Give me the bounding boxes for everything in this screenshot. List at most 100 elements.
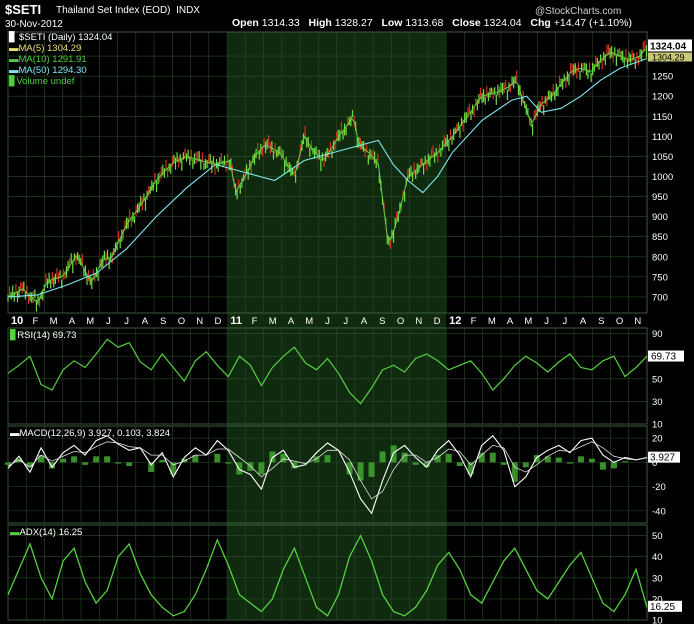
macd-last-value: 3.927 (650, 453, 675, 464)
macd-histogram-bar (621, 461, 628, 463)
macd-line (7, 434, 648, 515)
legend-item-price: ▊ $SETI (Daily) 1324.04 (9, 32, 112, 43)
x-tick-label: A (69, 316, 76, 327)
price-legend: ▊ $SETI (Daily) 1324.04 ▬MA(5) 1304.29 ▬… (9, 32, 112, 87)
x-tick-label: J (325, 316, 330, 327)
macd-histogram-bar (599, 462, 606, 470)
macd-histogram-bar (346, 462, 353, 475)
macd-histogram-bar (170, 462, 177, 475)
macd-histogram-bar (181, 458, 188, 463)
close-value: 1324.04 (483, 17, 522, 29)
x-tick-label: O (616, 316, 623, 327)
macd-y-tick-label: -40 (652, 506, 666, 517)
watermark: @StockCharts.com (535, 6, 622, 17)
macd-histogram-bar (555, 457, 562, 463)
index-name: Thailand Set Index (EOD) INDX (56, 5, 200, 16)
macd-histogram-bar (126, 462, 133, 467)
price-y-tick-label: 1050 (652, 152, 673, 163)
macd-histogram-bar (610, 462, 617, 469)
macd-histogram-bar (313, 456, 320, 463)
price-last-value: 1324.04 (650, 41, 687, 52)
chg-label: Chg (530, 17, 551, 29)
x-tick-label: J (106, 316, 111, 327)
price-y-tick-label: 800 (652, 252, 668, 263)
legend-label: MA(10) 1291.91 (18, 54, 87, 65)
macd-label-text: MACD(12,26,9) 3.927, 0.103, 3.824 (19, 428, 171, 439)
macd-histogram-bar (27, 462, 34, 468)
macd-histogram-bar (412, 462, 419, 465)
macd-histogram-bar (467, 462, 474, 475)
x-tick-label: M (488, 316, 496, 327)
x-tick-label: 12 (449, 315, 461, 327)
rsi-label: ▊RSI(14) 69.73 (10, 330, 76, 341)
macd-histogram-bar (192, 455, 199, 463)
rsi-y-tick-label: 90 (652, 329, 663, 340)
legend-label: MA(50) 1294.30 (18, 65, 87, 76)
x-tick-label: M (50, 316, 58, 327)
macd-histogram-bar (225, 462, 232, 464)
x-tick-label: A (507, 316, 514, 327)
low-label: Low (381, 17, 403, 29)
x-tick-label: S (598, 316, 604, 327)
macd-histogram-bar (566, 462, 573, 464)
macd-histogram-bar (423, 462, 430, 468)
rsi-last-tag (648, 350, 684, 362)
rsi-y-tick-label: 30 (652, 397, 663, 408)
legend-label: MA(5) 1304.29 (18, 43, 82, 54)
legend-item-volume: ▊Volume undef (9, 76, 112, 87)
x-tick-label: D (434, 316, 441, 327)
x-tick-label: A (288, 316, 295, 327)
chg-value: +14.47 (+1.10%) (553, 17, 632, 29)
macd-histogram-bar (280, 453, 287, 463)
x-tick-label: D (215, 316, 222, 327)
x-tick-label: S (160, 316, 166, 327)
macd-histogram-bar (82, 462, 89, 465)
macd-histogram-bar (291, 462, 298, 469)
legend-item-ma5: ▬MA(5) 1304.29 (9, 43, 112, 54)
x-tick-label: M (269, 316, 277, 327)
rsi-label-text: RSI(14) 69.73 (17, 330, 77, 341)
macd-histogram-bar (401, 452, 408, 463)
price-y-tick-label: 1000 (652, 172, 673, 183)
exchange: INDX (176, 5, 200, 16)
ma5-last-value: 1304.29 (652, 52, 685, 62)
adx-line (7, 534, 648, 617)
x-tick-label: N (196, 316, 203, 327)
legend-swatch-icon: ▬ (9, 43, 19, 54)
macd-histogram-bar (500, 462, 507, 465)
rsi-last-value: 69.73 (651, 352, 676, 363)
macd-histogram-bar (511, 462, 518, 482)
high-value: 1328.27 (334, 17, 373, 29)
x-tick-label: A (361, 316, 368, 327)
price-y-tick-label: 850 (652, 232, 668, 243)
adx-swatch-icon: ▬ (10, 527, 20, 538)
x-tick-label: N (634, 316, 641, 327)
macd-histogram-bar (478, 452, 485, 463)
x-tick-label: J (343, 316, 348, 327)
x-tick-label: 10 (11, 315, 23, 327)
macd-y-tick-label: -20 (652, 482, 666, 493)
macd-histogram-bar (302, 462, 309, 464)
macd-histogram-bar (49, 462, 56, 469)
adx-y-tick-label: 40 (652, 552, 663, 563)
macd-histogram-bar (588, 458, 595, 463)
macd-histogram-bar (71, 456, 78, 463)
macd-histogram-bar (60, 458, 67, 463)
macd-histogram-bar (214, 453, 221, 463)
price-y-tick-label: 1150 (652, 112, 672, 123)
adx-y-tick-label: 30 (652, 573, 663, 584)
macd-histogram-bar (368, 462, 375, 477)
macd-histogram-bar (533, 455, 540, 463)
macd-histogram-bar (5, 462, 11, 465)
adx-last-value: 16.25 (650, 602, 675, 613)
macd-histogram-bar (93, 456, 100, 463)
adx-y-tick-label: 20 (652, 594, 663, 605)
macd-histogram-bar (544, 456, 551, 463)
x-tick-label: M (524, 316, 532, 327)
x-tick-label: J (124, 316, 129, 327)
macd-signal-line (7, 441, 648, 500)
adx-last-tag (648, 600, 682, 612)
price-y-tick-label: 750 (652, 272, 668, 283)
macd-histogram-bar (522, 462, 529, 468)
ohlc-readout: Open 1314.33 High 1328.27 Low 1313.68 Cl… (232, 17, 632, 29)
